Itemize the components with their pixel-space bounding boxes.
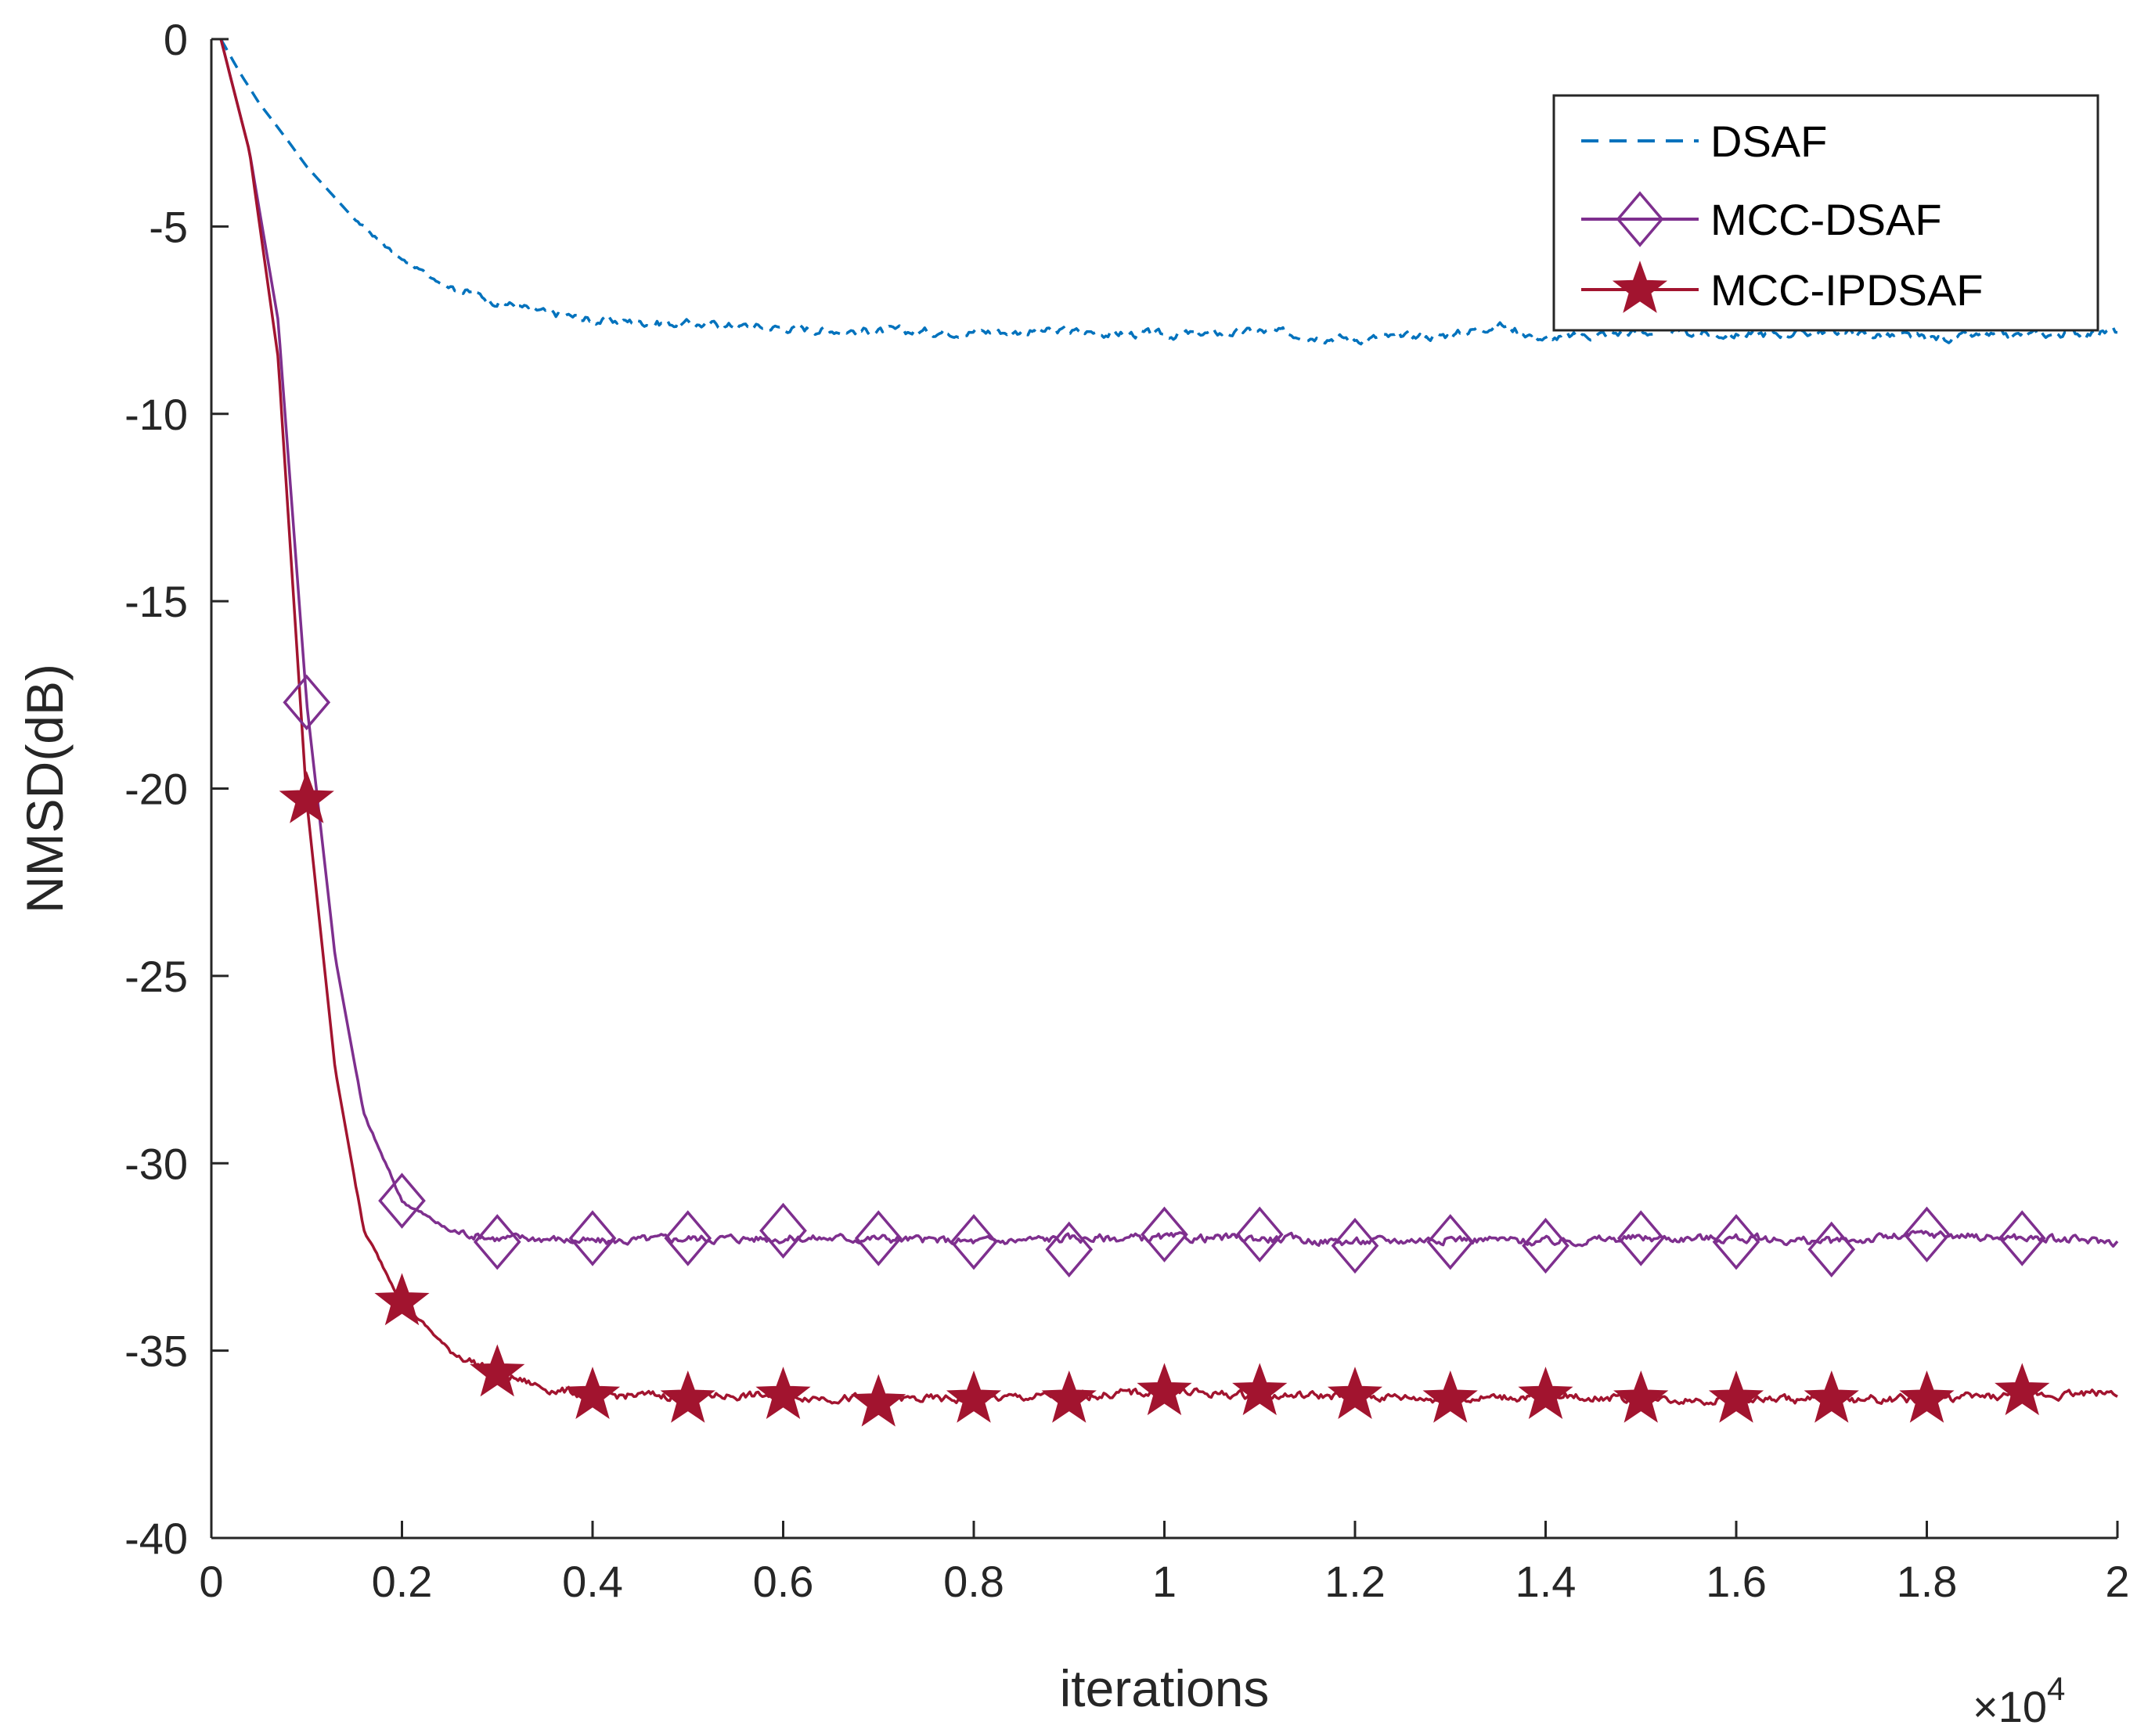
marker-mcc-ipdsaf-11 [1327, 1367, 1383, 1419]
marker-mcc-dsaf-0 [283, 674, 331, 731]
marker-mcc-dsaf-5 [759, 1202, 807, 1259]
marker-mcc-ipdsaf-12 [1422, 1370, 1478, 1423]
legend-marker-mcc-dsaf [1616, 191, 1664, 247]
y-axis-label: NMSD(dB) [16, 664, 74, 913]
series-line-mcc-dsaf [219, 38, 2119, 1248]
marker-mcc-ipdsaf-7 [946, 1370, 1002, 1423]
marker-mcc-dsaf-12 [1426, 1214, 1475, 1270]
legend-label-mcc-dsaf: MCC-DSAF [1710, 195, 1942, 244]
marker-mcc-ipdsaf-2 [470, 1344, 525, 1397]
marker-mcc-ipdsaf-0 [279, 770, 334, 823]
marker-mcc-dsaf-13 [1522, 1217, 1569, 1274]
marker-mcc-ipdsaf-1 [374, 1273, 430, 1326]
marker-mcc-ipdsaf-3 [564, 1367, 621, 1419]
legend-marker-mcc-ipdsaf [1612, 261, 1668, 313]
x-tick-label-10: 2 [2105, 1557, 2129, 1606]
marker-mcc-dsaf-6 [854, 1210, 903, 1266]
marker-mcc-dsaf-11 [1331, 1217, 1379, 1274]
marker-mcc-ipdsaf-17 [1899, 1370, 1955, 1423]
marker-mcc-ipdsaf-5 [755, 1367, 811, 1419]
y-tick-label-4: -20 [124, 765, 188, 814]
marker-mcc-dsaf-9 [1141, 1206, 1188, 1262]
x-axis-multiplier: ×104 [1973, 1670, 2065, 1731]
x-tick-label-9: 1.8 [1897, 1557, 1958, 1606]
marker-mcc-ipdsaf-15 [1708, 1370, 1764, 1423]
marker-mcc-ipdsaf-6 [851, 1374, 906, 1427]
marker-mcc-dsaf-7 [950, 1214, 998, 1270]
y-tick-label-2: -10 [124, 390, 188, 439]
marker-mcc-ipdsaf-9 [1137, 1363, 1192, 1416]
legend-label-dsaf: DSAF [1710, 117, 1827, 166]
y-tick-label-5: -25 [124, 952, 188, 1001]
y-tick-label-1: -5 [149, 202, 188, 251]
marker-mcc-dsaf-2 [473, 1214, 521, 1270]
marker-mcc-dsaf-3 [568, 1210, 617, 1266]
x-tick-label-1: 0.2 [372, 1557, 433, 1606]
marker-layer [279, 674, 2050, 1427]
marker-mcc-ipdsaf-10 [1232, 1363, 1288, 1416]
marker-mcc-ipdsaf-8 [1041, 1370, 1097, 1423]
series-line-dsaf [219, 38, 2118, 346]
y-tick-label-3: -15 [124, 577, 188, 626]
x-tick-label-0: 0 [199, 1557, 223, 1606]
marker-mcc-ipdsaf-4 [660, 1370, 715, 1423]
marker-mcc-ipdsaf-13 [1518, 1367, 1573, 1419]
y-tick-label-8: -40 [124, 1514, 188, 1563]
x-tick-label-3: 0.6 [753, 1557, 814, 1606]
x-multiplier-exponent: 4 [2047, 1670, 2065, 1707]
marker-mcc-ipdsaf-16 [1804, 1370, 1859, 1423]
y-tick-label-6: -30 [124, 1139, 188, 1188]
legend-label-mcc-ipdsaf: MCC-IPDSAF [1710, 265, 1983, 315]
marker-mcc-dsaf-10 [1235, 1206, 1284, 1262]
marker-mcc-dsaf-16 [1807, 1221, 1856, 1278]
y-tick-label-0: 0 [164, 15, 188, 64]
marker-mcc-dsaf-14 [1616, 1210, 1665, 1266]
marker-mcc-dsaf-18 [1998, 1210, 2046, 1266]
axes: 0 0.2 0.4 0.6 0.8 1 1.2 1.4 1.6 1.8 2 0 -5 -10 -15 -20 -… [124, 15, 2130, 1606]
x-tick-label-6: 1.2 [1324, 1557, 1386, 1606]
marker-mcc-dsaf-15 [1712, 1214, 1760, 1270]
x-tick-label-8: 1.6 [1706, 1557, 1767, 1606]
x-tick-label-4: 0.8 [943, 1557, 1004, 1606]
marker-mcc-dsaf-8 [1045, 1221, 1094, 1278]
marker-mcc-dsaf-17 [1903, 1206, 1951, 1262]
marker-mcc-ipdsaf-14 [1613, 1370, 1669, 1423]
x-axis-label: iterations [1060, 1659, 1270, 1717]
legend: DSAF MCC-DSAF MCC-IPDSAF [1552, 94, 2099, 332]
y-tick-label-7: -35 [124, 1327, 188, 1376]
x-tick-label-7: 1.4 [1515, 1557, 1577, 1606]
marker-mcc-ipdsaf-18 [1995, 1363, 2050, 1416]
x-tick-label-5: 1 [1152, 1557, 1177, 1606]
marker-mcc-dsaf-4 [664, 1210, 712, 1266]
marker-mcc-dsaf-1 [378, 1172, 426, 1229]
x-tick-label-2: 0.4 [562, 1557, 623, 1606]
x-multiplier-base: ×10 [1973, 1682, 2047, 1731]
